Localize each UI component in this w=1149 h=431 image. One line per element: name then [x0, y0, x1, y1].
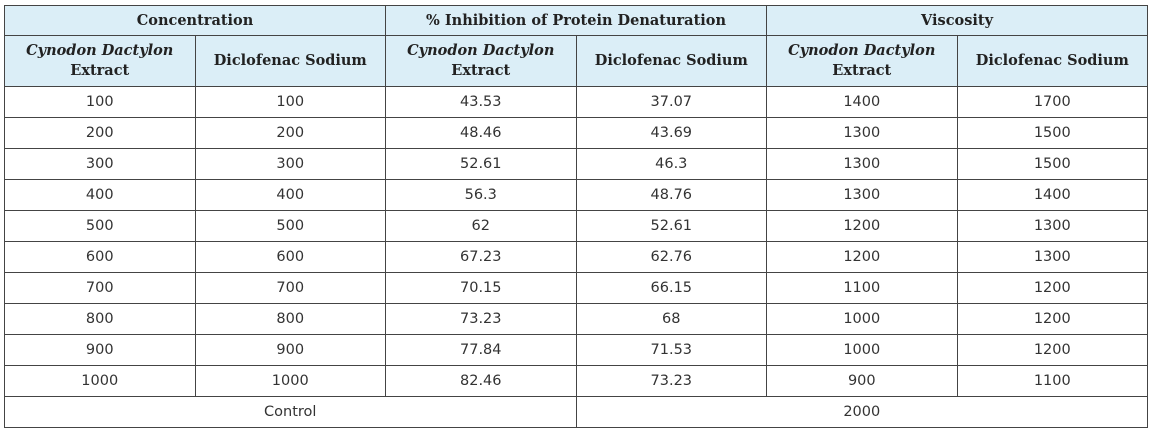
cell-viscosity-extract: 1100 — [766, 272, 958, 304]
cell-inhibition-drug: 71.53 — [575, 334, 768, 366]
cell-concentration-extract: 200 — [4, 117, 196, 149]
cell-inhibition-drug: 43.69 — [575, 117, 768, 149]
control-label: Control — [4, 396, 577, 428]
control-value: 2000 — [575, 396, 1149, 428]
subheader-extract-name: Cynodon Dactylon — [407, 42, 555, 59]
cell-inhibition-drug: 68 — [575, 303, 768, 335]
cell-inhibition-extract: 56.3 — [385, 179, 577, 211]
cell-concentration-drug: 900 — [194, 334, 387, 366]
header-concentration: Concentration — [3, 5, 387, 36]
cell-viscosity-extract: 1000 — [766, 334, 958, 366]
cell-concentration-drug: 300 — [194, 148, 387, 180]
cell-viscosity-extract: 1000 — [766, 303, 958, 335]
cell-concentration-drug: 500 — [194, 210, 387, 242]
cell-concentration-extract: 1000 — [4, 365, 196, 397]
table-row: 1000 1000 82.46 73.23 900 1100 — [4, 365, 1149, 397]
subheader-extract-word: Extract — [70, 62, 130, 79]
subheader-extract-name: Cynodon Dactylon — [26, 42, 174, 59]
table-row: 200 200 48.46 43.69 1300 1500 — [4, 117, 1149, 149]
header-inhibition: % Inhibition of Protein Denaturation — [385, 5, 768, 36]
cell-concentration-drug: 400 — [194, 179, 387, 211]
cell-inhibition-drug: 37.07 — [575, 86, 768, 118]
cell-concentration-drug: 800 — [194, 303, 387, 335]
subheader-viscosity-drug: Diclofenac Sodium — [956, 35, 1149, 87]
cell-inhibition-drug: 48.76 — [575, 179, 768, 211]
cell-viscosity-extract: 1300 — [766, 179, 958, 211]
subheader-inhibition-extract: Cynodon Dactylon Extract — [385, 35, 577, 87]
table-row: 800 800 73.23 68 1000 1200 — [4, 303, 1149, 335]
table-row: 700 700 70.15 66.15 1100 1200 — [4, 272, 1149, 304]
cell-inhibition-extract: 73.23 — [385, 303, 577, 335]
cell-viscosity-drug: 1200 — [956, 303, 1149, 335]
results-table: Concentration % Inhibition of Protein De… — [3, 5, 1149, 428]
table-row: 900 900 77.84 71.53 1000 1200 — [4, 334, 1149, 366]
cell-concentration-extract: 500 — [4, 210, 196, 242]
table-row: 300 300 52.61 46.3 1300 1500 — [4, 148, 1149, 180]
control-row: Control 2000 — [4, 396, 1149, 428]
cell-viscosity-drug: 1100 — [956, 365, 1149, 397]
cell-inhibition-drug: 62.76 — [575, 241, 768, 273]
cell-viscosity-extract: 1300 — [766, 148, 958, 180]
cell-inhibition-extract: 67.23 — [385, 241, 577, 273]
cell-concentration-drug: 200 — [194, 117, 387, 149]
subheader-inhibition-drug: Diclofenac Sodium — [575, 35, 768, 87]
cell-concentration-extract: 400 — [4, 179, 196, 211]
cell-inhibition-drug: 73.23 — [575, 365, 768, 397]
cell-inhibition-drug: 52.61 — [575, 210, 768, 242]
cell-concentration-drug: 1000 — [194, 365, 387, 397]
table-row: 500 500 62 52.61 1200 1300 — [4, 210, 1149, 242]
cell-inhibition-extract: 48.46 — [385, 117, 577, 149]
subheader-concentration-extract: Cynodon Dactylon Extract — [4, 35, 196, 87]
cell-concentration-drug: 100 — [194, 86, 387, 118]
cell-viscosity-extract: 1200 — [766, 241, 958, 273]
cell-concentration-extract: 800 — [4, 303, 196, 335]
cell-inhibition-extract: 62 — [385, 210, 577, 242]
cell-viscosity-drug: 1400 — [956, 179, 1149, 211]
group-header-row: Concentration % Inhibition of Protein De… — [3, 5, 1149, 36]
subheader-concentration-drug: Diclofenac Sodium — [194, 35, 387, 87]
cell-inhibition-extract: 70.15 — [385, 272, 577, 304]
cell-concentration-extract: 900 — [4, 334, 196, 366]
table-row: 400 400 56.3 48.76 1300 1400 — [4, 179, 1149, 211]
cell-inhibition-extract: 43.53 — [385, 86, 577, 118]
cell-viscosity-drug: 1500 — [956, 117, 1149, 149]
cell-concentration-extract: 600 — [4, 241, 196, 273]
cell-viscosity-drug: 1500 — [956, 148, 1149, 180]
cell-viscosity-extract: 900 — [766, 365, 958, 397]
subheader-viscosity-extract: Cynodon Dactylon Extract — [766, 35, 958, 87]
cell-viscosity-extract: 1300 — [766, 117, 958, 149]
table-row: 100 100 43.53 37.07 1400 1700 — [4, 86, 1149, 118]
cell-inhibition-drug: 66.15 — [575, 272, 768, 304]
subheader-extract-name: Cynodon Dactylon — [788, 42, 936, 59]
cell-inhibition-extract: 77.84 — [385, 334, 577, 366]
cell-concentration-drug: 600 — [194, 241, 387, 273]
cell-inhibition-extract: 52.61 — [385, 148, 577, 180]
subheader-extract-word: Extract — [451, 62, 511, 79]
cell-viscosity-drug: 1300 — [956, 210, 1149, 242]
cell-viscosity-drug: 1200 — [956, 272, 1149, 304]
cell-viscosity-drug: 1300 — [956, 241, 1149, 273]
sub-header-row: Cynodon Dactylon Extract Diclofenac Sodi… — [4, 35, 1149, 87]
cell-concentration-extract: 100 — [4, 86, 196, 118]
cell-inhibition-drug: 46.3 — [575, 148, 768, 180]
table-row: 600 600 67.23 62.76 1200 1300 — [4, 241, 1149, 273]
header-viscosity: Viscosity — [766, 5, 1149, 36]
cell-concentration-drug: 700 — [194, 272, 387, 304]
cell-concentration-extract: 300 — [4, 148, 196, 180]
cell-viscosity-extract: 1200 — [766, 210, 958, 242]
cell-concentration-extract: 700 — [4, 272, 196, 304]
cell-viscosity-drug: 1700 — [956, 86, 1149, 118]
results-table-container: Concentration % Inhibition of Protein De… — [3, 5, 1149, 428]
subheader-extract-word: Extract — [832, 62, 892, 79]
cell-viscosity-extract: 1400 — [766, 86, 958, 118]
cell-inhibition-extract: 82.46 — [385, 365, 577, 397]
cell-viscosity-drug: 1200 — [956, 334, 1149, 366]
table-body: 100 100 43.53 37.07 1400 1700 200 200 48.46 43.69… — [4, 86, 1149, 428]
